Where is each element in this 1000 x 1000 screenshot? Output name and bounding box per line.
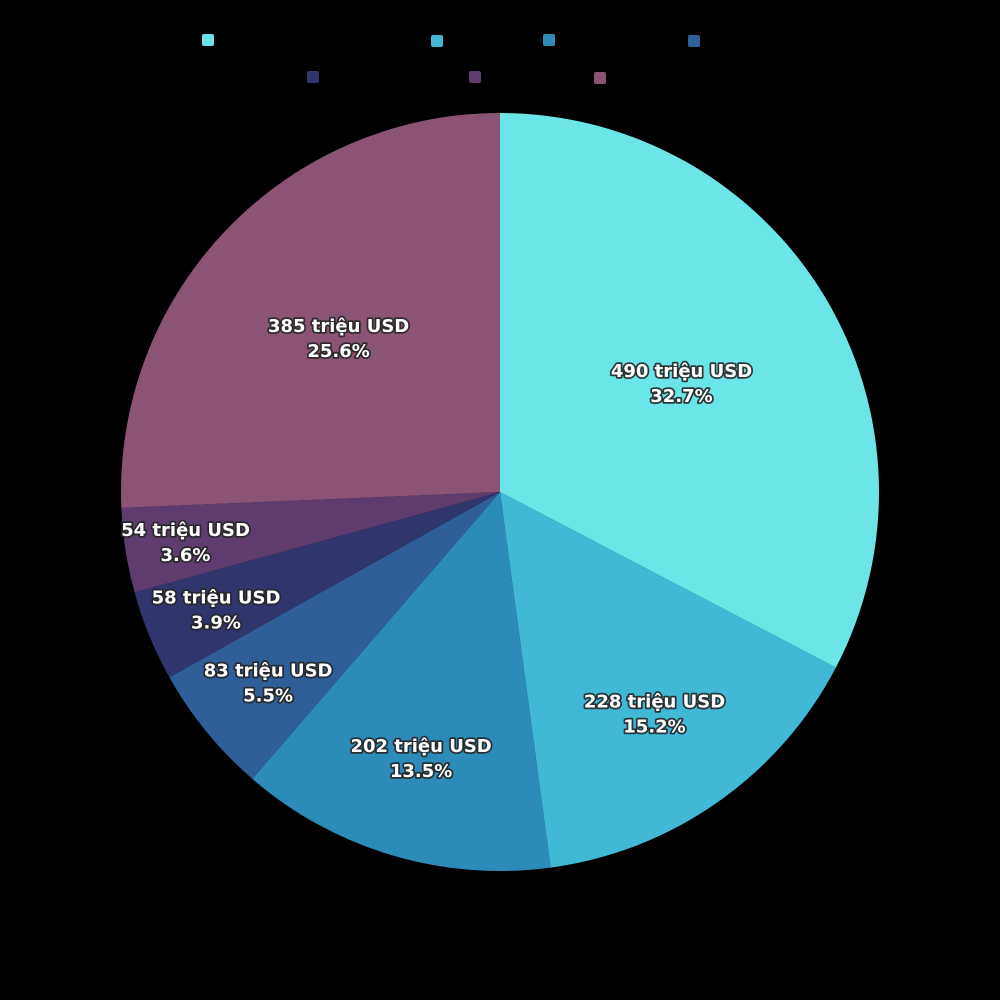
pie-slice-label-2: 202 triệu USD 13.5% — [350, 736, 491, 782]
pie-slice-6 — [120, 113, 500, 508]
legend-swatch-1 — [431, 35, 443, 47]
pie-slice-1 — [500, 492, 836, 868]
pie-slice-2 — [252, 492, 551, 871]
pie-slice-4 — [134, 492, 501, 678]
pie-slice-label-4: 58 triệu USD 3.9% — [152, 588, 281, 634]
legend-swatch-4 — [307, 71, 319, 83]
pie-slice-5 — [121, 492, 500, 593]
pie-slice-label-5: 54 triệu USD 3.6% — [121, 520, 250, 566]
pie-slice-3 — [169, 492, 501, 779]
pie-slice-label-0: 490 triệu USD 32.7% — [611, 361, 752, 407]
legend-swatch-5 — [469, 71, 481, 83]
legend-swatch-6 — [594, 72, 606, 84]
legend-swatch-3 — [688, 35, 700, 47]
pie-slice-0 — [500, 113, 879, 668]
pie-slice-label-1: 228 triệu USD 15.2% — [584, 691, 725, 737]
legend-swatch-0 — [202, 34, 214, 46]
pie-slice-label-6: 385 triệu USD 25.6% — [268, 316, 409, 362]
pie-slice-label-3: 83 triệu USD 5.5% — [204, 660, 333, 706]
legend-swatch-2 — [543, 34, 555, 46]
